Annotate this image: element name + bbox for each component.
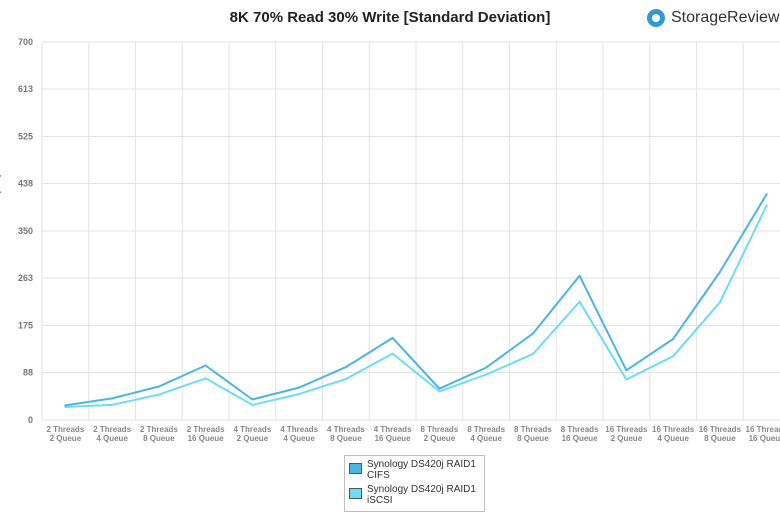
x-tick-label: 2 Threads	[140, 425, 178, 434]
x-tick-label: 8 Threads	[420, 425, 458, 434]
data-point-iscsi	[344, 377, 347, 380]
data-point-cifs	[485, 366, 488, 369]
data-point-iscsi	[64, 406, 67, 409]
data-point-iscsi	[718, 301, 721, 304]
x-tick-label: 4 Threads	[327, 425, 365, 434]
x-tick-label: 4 Threads	[233, 425, 271, 434]
x-tick-label: 16 Threads	[699, 425, 742, 434]
y-tick-label: 0	[28, 415, 33, 425]
x-tick-label: 16 Queue	[375, 434, 412, 443]
x-tick-label: 16 Queue	[562, 434, 599, 443]
y-axis-title: Standard Deviation (ms)	[0, 173, 2, 288]
x-tick-label: 4 Queue	[96, 434, 128, 443]
data-point-cifs	[391, 336, 394, 339]
legend-item-cifs[interactable]: Synology DS420j RAID1 CIFS	[349, 459, 480, 481]
series-line-iscsi	[64, 204, 768, 408]
x-tick-label: 4 Threads	[374, 425, 412, 434]
data-point-iscsi	[298, 393, 301, 396]
x-tick-label: 2 Queue	[424, 434, 456, 443]
data-point-cifs	[531, 332, 534, 335]
chart-title: 8K 70% Read 30% Write [Standard Deviatio…	[229, 9, 551, 26]
x-tick-label: 2 Queue	[611, 434, 643, 443]
x-tick-label: 4 Queue	[657, 434, 689, 443]
data-point-iscsi	[391, 352, 394, 355]
data-point-cifs	[438, 387, 441, 390]
data-point-cifs	[625, 369, 628, 372]
data-point-cifs	[251, 398, 254, 401]
data-point-cifs	[298, 386, 301, 389]
x-tick-label: 16 Queue	[749, 434, 780, 443]
x-tick-label: 8 Threads	[514, 425, 552, 434]
y-tick-label: 700	[18, 37, 33, 47]
x-tick-label: 2 Threads	[187, 425, 225, 434]
x-tick-label: 8 Threads	[561, 425, 599, 434]
x-tick-label: 4 Queue	[283, 434, 315, 443]
data-point-iscsi	[531, 353, 534, 356]
x-tick-label: 2 Queue	[237, 434, 269, 443]
y-tick-label: 613	[18, 84, 33, 94]
data-point-cifs	[718, 271, 721, 274]
logo-text: StorageReview	[671, 9, 780, 26]
legend-swatch-cifs	[349, 463, 362, 474]
data-point-iscsi	[438, 390, 441, 393]
y-tick-label: 438	[18, 178, 33, 188]
legend: Synology DS420j RAID1 CIFS Synology DS42…	[344, 455, 485, 512]
x-tick-label: 16 Queue	[188, 434, 225, 443]
legend-swatch-iscsi	[349, 488, 362, 499]
y-tick-label: 175	[18, 321, 33, 331]
data-point-cifs	[578, 274, 581, 277]
data-point-iscsi	[485, 373, 488, 376]
x-tick-label: 16 Threads	[652, 425, 695, 434]
y-tick-label: 350	[18, 226, 33, 236]
data-point-iscsi	[157, 393, 160, 396]
x-tick-label: 4 Threads	[280, 425, 318, 434]
x-tick-label: 2 Threads	[46, 425, 84, 434]
y-tick-label: 88	[23, 367, 33, 377]
legend-label-iscsi: Synology DS420j RAID1 iSCSI	[367, 484, 476, 506]
data-point-iscsi	[765, 204, 768, 207]
data-point-iscsi	[672, 355, 675, 358]
x-tick-label: 8 Queue	[330, 434, 362, 443]
data-point-iscsi	[625, 378, 628, 381]
x-tick-label: 8 Queue	[143, 434, 175, 443]
data-point-cifs	[204, 364, 207, 367]
data-point-cifs	[344, 366, 347, 369]
data-point-iscsi	[251, 403, 254, 406]
x-tick-label: 8 Queue	[517, 434, 549, 443]
legend-label-cifs: Synology DS420j RAID1 CIFS	[367, 459, 476, 481]
y-tick-label: 263	[18, 273, 33, 283]
data-point-iscsi	[578, 300, 581, 303]
data-point-iscsi	[204, 377, 207, 380]
x-tick-label: 16 Threads	[605, 425, 648, 434]
data-point-cifs	[157, 385, 160, 388]
series-line-cifs	[64, 193, 768, 407]
data-point-cifs	[64, 404, 67, 407]
data-point-cifs	[111, 397, 114, 400]
x-tick-label: 8 Threads	[467, 425, 505, 434]
x-tick-label: 4 Queue	[470, 434, 502, 443]
legend-item-iscsi[interactable]: Synology DS420j RAID1 iSCSI	[349, 484, 480, 506]
x-tick-label: 8 Queue	[704, 434, 736, 443]
y-tick-label: 525	[18, 132, 33, 142]
data-point-iscsi	[111, 403, 114, 406]
x-tick-label: 2 Threads	[93, 425, 131, 434]
storagereview-logo: StorageReview	[647, 9, 780, 27]
logo-icon	[647, 9, 665, 27]
x-tick-label: 16 Threads	[746, 425, 780, 434]
x-tick-label: 2 Queue	[50, 434, 82, 443]
data-point-cifs	[765, 193, 768, 196]
data-point-cifs	[672, 338, 675, 340]
